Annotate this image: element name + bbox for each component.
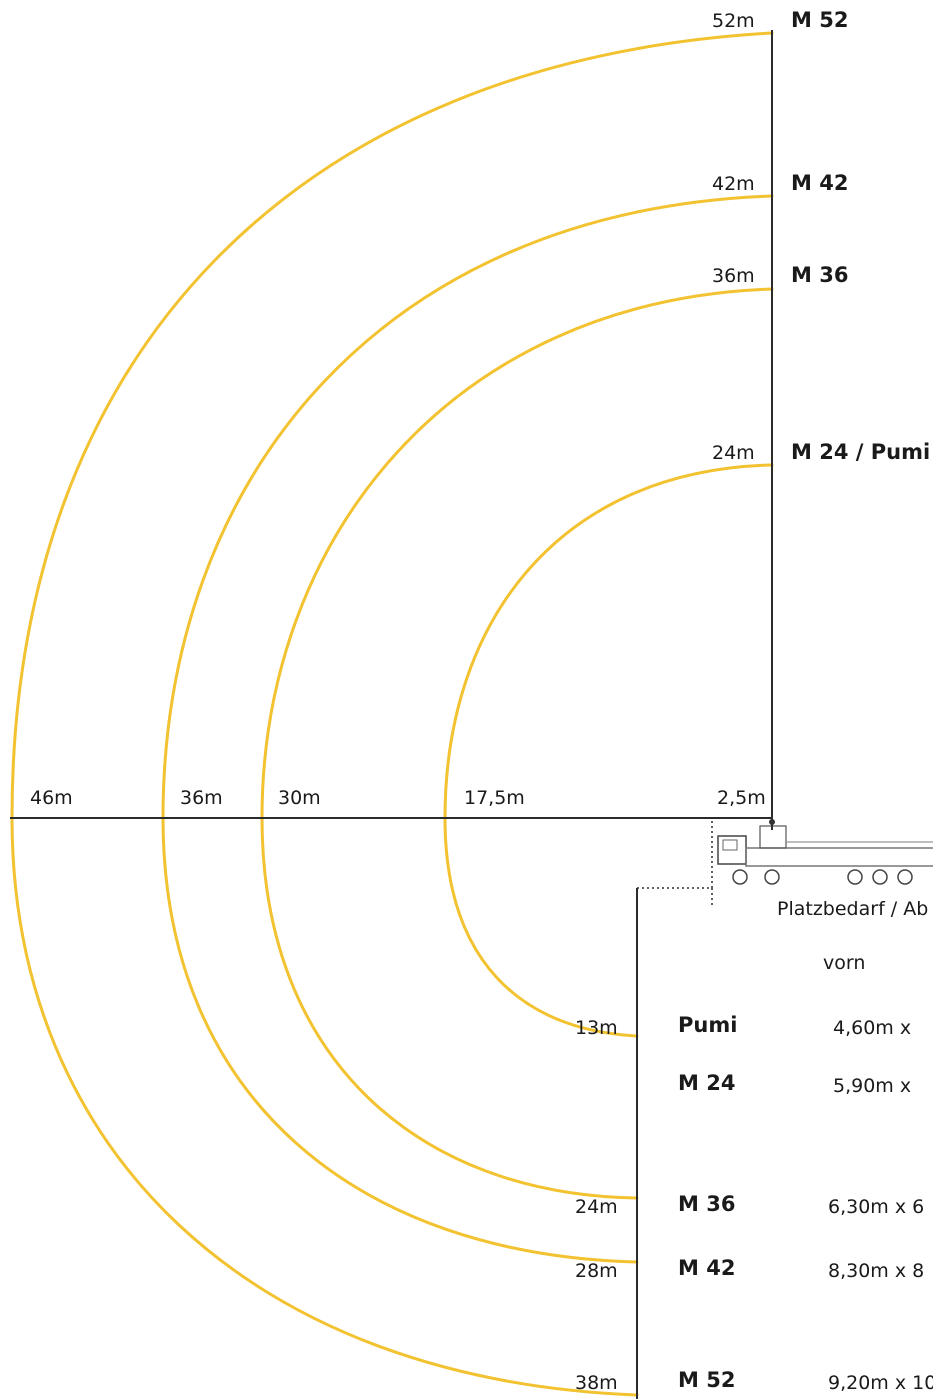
space-value-m42: 8,30m x 8 xyxy=(828,1260,924,1282)
horizontal-reach-label-17-5m: 17,5m xyxy=(464,787,525,809)
model-label-m52: M 52 xyxy=(678,1368,735,1392)
horizontal-reach-label-30m: 30m xyxy=(278,787,321,809)
reach-arc-m52 xyxy=(10,31,774,1397)
space-value-m52: 9,20m x 10 xyxy=(828,1372,933,1394)
horizontal-reach-label-46m: 46m xyxy=(30,787,73,809)
model-label-m36-top: M 36 xyxy=(791,263,848,287)
space-value-pumi: 4,60m x xyxy=(833,1017,911,1039)
horizontal-reach-label-36m: 36m xyxy=(180,787,223,809)
depth-label-38m: 38m xyxy=(575,1372,618,1394)
height-label-42m: 42m xyxy=(712,173,755,195)
reach-arc-m36 xyxy=(260,287,774,1200)
model-label-m24: M 24 xyxy=(678,1071,735,1095)
depth-label-28m: 28m xyxy=(575,1260,618,1282)
depth-label-24m: 24m xyxy=(575,1196,618,1218)
space-value-m24: 5,90m x xyxy=(833,1075,911,1097)
model-label-pumi: Pumi xyxy=(678,1013,737,1037)
reach-arc-m24 xyxy=(443,463,774,1038)
outrigger-frame-outline xyxy=(637,818,713,889)
height-label-52m: 52m xyxy=(712,10,755,32)
model-label-m24-pumi-top: M 24 / Pumi xyxy=(791,440,930,464)
concrete-pump-truck-icon xyxy=(717,818,933,885)
model-label-m52-top: M 52 xyxy=(791,8,848,32)
model-label-m42-top: M 42 xyxy=(791,171,848,195)
space-value-m36: 6,30m x 6 xyxy=(828,1196,924,1218)
height-label-24m: 24m xyxy=(712,442,755,464)
model-label-m42: M 42 xyxy=(678,1256,735,1280)
depth-label-13m: 13m xyxy=(575,1017,618,1039)
height-label-36m: 36m xyxy=(712,265,755,287)
space-requirement-title: Platzbedarf / Ab xyxy=(777,898,928,920)
reach-arc-m42 xyxy=(161,194,774,1264)
model-label-m36: M 36 xyxy=(678,1192,735,1216)
space-column-header-front: vorn xyxy=(823,952,865,974)
horizontal-reach-label-2-5m: 2,5m xyxy=(717,787,766,809)
